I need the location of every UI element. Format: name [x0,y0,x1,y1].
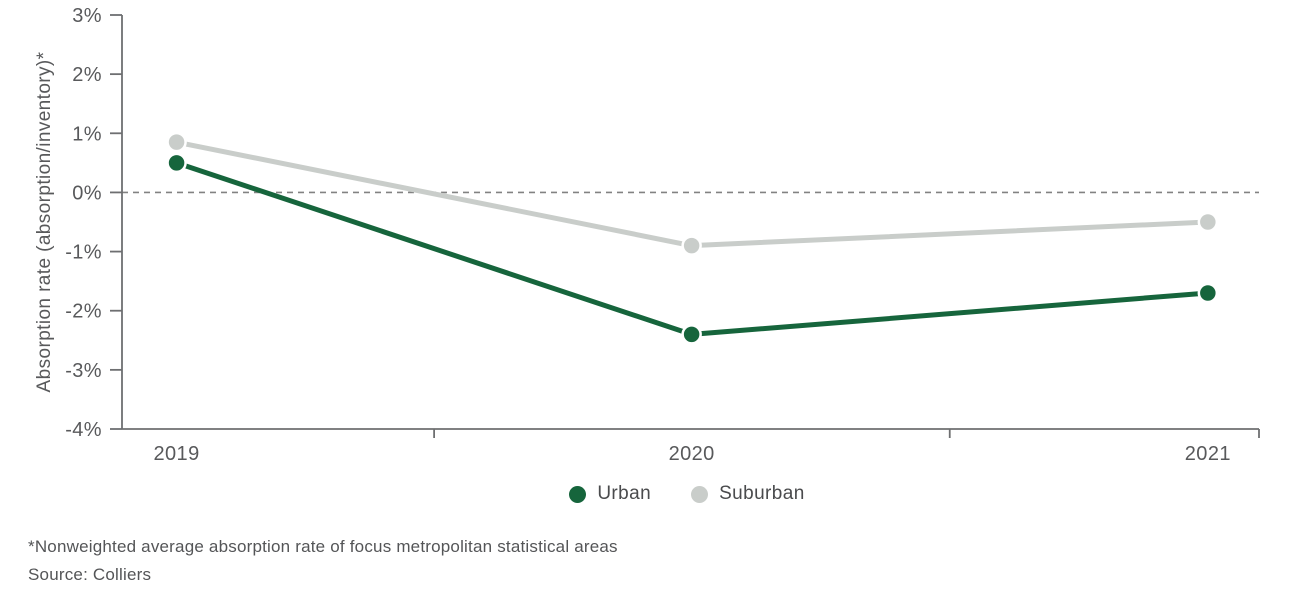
y-axis-tick-label: 2% [72,64,102,86]
footnote-definition: *Nonweighted average absorption rate of … [28,537,618,556]
line-chart-canvas: 3% 2% 1% 0% -1% -2% -3% -4% 2019 2020 2021 Absorpti… [34,5,1260,465]
x-axis-label-2020: 2020 [669,443,715,465]
legend-label-suburban: Suburban [719,483,805,504]
legend-item-suburban: Suburban [691,483,805,505]
chart-legend: Urban Suburban [37,483,1300,505]
suburban-data-point-2021 [1197,211,1219,233]
legend-item-urban: Urban [569,483,651,505]
footnotes: *Nonweighted average absorption rate of … [28,533,618,589]
x-axis-label-2021: 2021 [1185,443,1231,465]
y-axis-tick-label: -3% [65,360,102,382]
urban-data-point-2021 [1197,282,1219,304]
urban-data-point-2019 [166,152,187,174]
y-axis-tick-label: -1% [65,242,102,264]
urban-data-point-2020 [681,324,702,345]
suburban-data-point-2019 [166,131,187,153]
legend-label-urban: Urban [597,483,652,504]
y-axis-tick-label: -2% [65,301,102,323]
y-axis-tick-label: 1% [72,123,102,145]
urban-series-dot-icon [569,485,587,503]
y-axis-title: Absorption rate (absorption/inventory)* [34,51,55,392]
y-axis-tick-label: -4% [65,419,102,441]
footnote-source: Source: Colliers [28,565,152,584]
y-axis-tick-label: 0% [72,182,102,204]
y-axis-tick-label: 3% [72,5,102,27]
x-axis-label-2019: 2019 [154,443,200,465]
suburban-data-point-2020 [681,235,702,256]
suburban-series-dot-icon [691,485,709,503]
suburban-series-line [174,139,1211,249]
